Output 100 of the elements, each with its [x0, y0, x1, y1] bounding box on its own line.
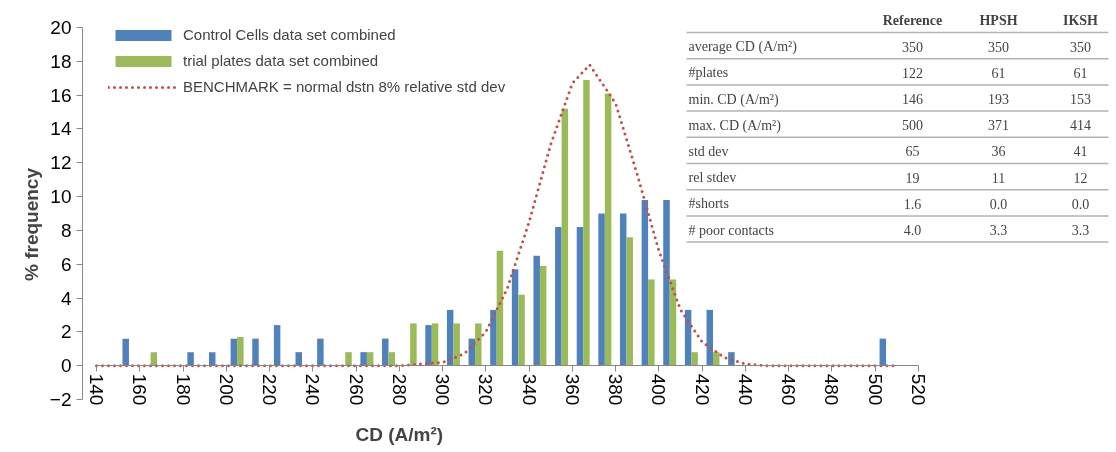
- category-label: average CD (A/m²): [688, 39, 797, 55]
- text: 0.0: [1071, 196, 1090, 212]
- x-tick-label: 500: [864, 373, 886, 406]
- x-tick-label: 360: [561, 373, 583, 406]
- bar: [475, 323, 482, 366]
- category-label: max. CD (A/m²): [688, 117, 781, 133]
- x-axis-title: CD (A/m²): [355, 424, 444, 445]
- bar: [511, 269, 519, 366]
- text: 3.3: [989, 223, 1008, 238]
- y-tick-label: 6: [60, 253, 72, 275]
- bar: [425, 325, 432, 366]
- x-tick-label: 420: [691, 373, 713, 406]
- x-tick-label: 520: [908, 373, 929, 406]
- category-label: Reference: [882, 13, 943, 28]
- text: 19: [905, 170, 920, 186]
- bar: [273, 325, 281, 366]
- text: 41: [1073, 144, 1088, 160]
- text: 193: [988, 92, 1009, 107]
- y-tick-label: 18: [50, 50, 72, 72]
- category-label: HPSH: [979, 13, 1018, 28]
- x-tick-label: 260: [345, 373, 367, 406]
- y-tick-label: 8: [60, 219, 72, 241]
- text: 61: [991, 65, 1006, 81]
- bar: [648, 279, 655, 366]
- y-tick-label: −2: [49, 389, 72, 410]
- text: 146: [902, 92, 923, 107]
- x-tick-label: 400: [648, 373, 670, 406]
- x-tick-label: 160: [129, 373, 151, 406]
- x-tick-label: 240: [302, 373, 324, 406]
- text: 414: [1070, 118, 1091, 134]
- text: 350: [902, 39, 923, 55]
- category-label: rel stdev: [688, 170, 737, 186]
- text: 11: [991, 170, 1006, 186]
- text: 65: [905, 144, 920, 160]
- category-label: IKSH: [1062, 13, 1099, 28]
- text: 0.0: [989, 196, 1008, 212]
- bar: [539, 265, 547, 366]
- bar: [496, 250, 504, 366]
- category-label: std dev: [688, 143, 729, 159]
- text: 153: [1070, 92, 1091, 107]
- legend-label: BENCHMARK = normal dstn 8% relative std dev: [183, 78, 506, 95]
- bar: [453, 323, 460, 366]
- x-tick-label: 460: [778, 373, 800, 406]
- bar: [345, 352, 352, 366]
- bar: [728, 352, 735, 366]
- legend-label: trial plates data set combined: [183, 52, 379, 69]
- text: 350: [1070, 39, 1091, 55]
- y-axis-title: % frequency: [20, 167, 42, 281]
- x-tick-label: 280: [388, 373, 410, 406]
- bar: [555, 227, 562, 366]
- bar: [561, 108, 569, 366]
- y-tick-label: 4: [60, 287, 72, 309]
- bar: [663, 199, 670, 366]
- bar: [691, 352, 698, 366]
- category-label: #shorts: [688, 196, 729, 212]
- text: 3.3: [1071, 223, 1090, 238]
- text: 61: [1073, 65, 1088, 81]
- y-tick-label: 14: [50, 118, 72, 140]
- text: 4.0: [903, 223, 922, 238]
- bar: [490, 309, 497, 366]
- bar: [598, 213, 605, 366]
- text: 36: [991, 144, 1006, 160]
- bar: [604, 93, 612, 366]
- bar: [533, 255, 540, 366]
- bar: [122, 338, 129, 366]
- y-tick-label: 12: [50, 152, 72, 174]
- bar: [382, 338, 389, 366]
- x-tick-label: 300: [432, 373, 454, 406]
- y-tick-label: 16: [50, 84, 72, 106]
- bar: [360, 352, 367, 366]
- x-tick-label: 140: [86, 373, 107, 406]
- bar: [252, 338, 259, 366]
- y-tick-label: 20: [50, 17, 72, 38]
- x-tick-label: 320: [475, 373, 497, 406]
- text: 1.6: [903, 196, 922, 212]
- text: 500: [902, 118, 923, 134]
- x-tick-label: 440: [734, 373, 756, 406]
- x-tick-label: 200: [215, 373, 237, 406]
- text: 350: [988, 39, 1009, 55]
- bar: [317, 338, 324, 366]
- bar: [619, 213, 627, 366]
- x-tick-label: 180: [172, 373, 194, 406]
- text: 122: [902, 65, 923, 81]
- bar: [237, 336, 244, 366]
- category-label: #plates: [688, 65, 729, 81]
- bar: [641, 199, 649, 366]
- y-tick-label: 0: [60, 355, 72, 377]
- category-label: # poor contacts: [688, 222, 775, 238]
- x-tick-label: 380: [605, 373, 627, 406]
- x-tick-label: 220: [259, 373, 281, 406]
- category-label: min. CD (A/m²): [688, 91, 779, 107]
- legend-label: Control Cells data set combined: [183, 26, 396, 43]
- text: 12: [1073, 170, 1088, 186]
- bar: [626, 237, 633, 366]
- bar: [583, 79, 590, 366]
- bar: [187, 352, 194, 366]
- y-tick-label: 2: [60, 321, 72, 343]
- x-tick-label: 340: [518, 373, 540, 406]
- bar: [410, 323, 417, 366]
- bar: [576, 227, 584, 366]
